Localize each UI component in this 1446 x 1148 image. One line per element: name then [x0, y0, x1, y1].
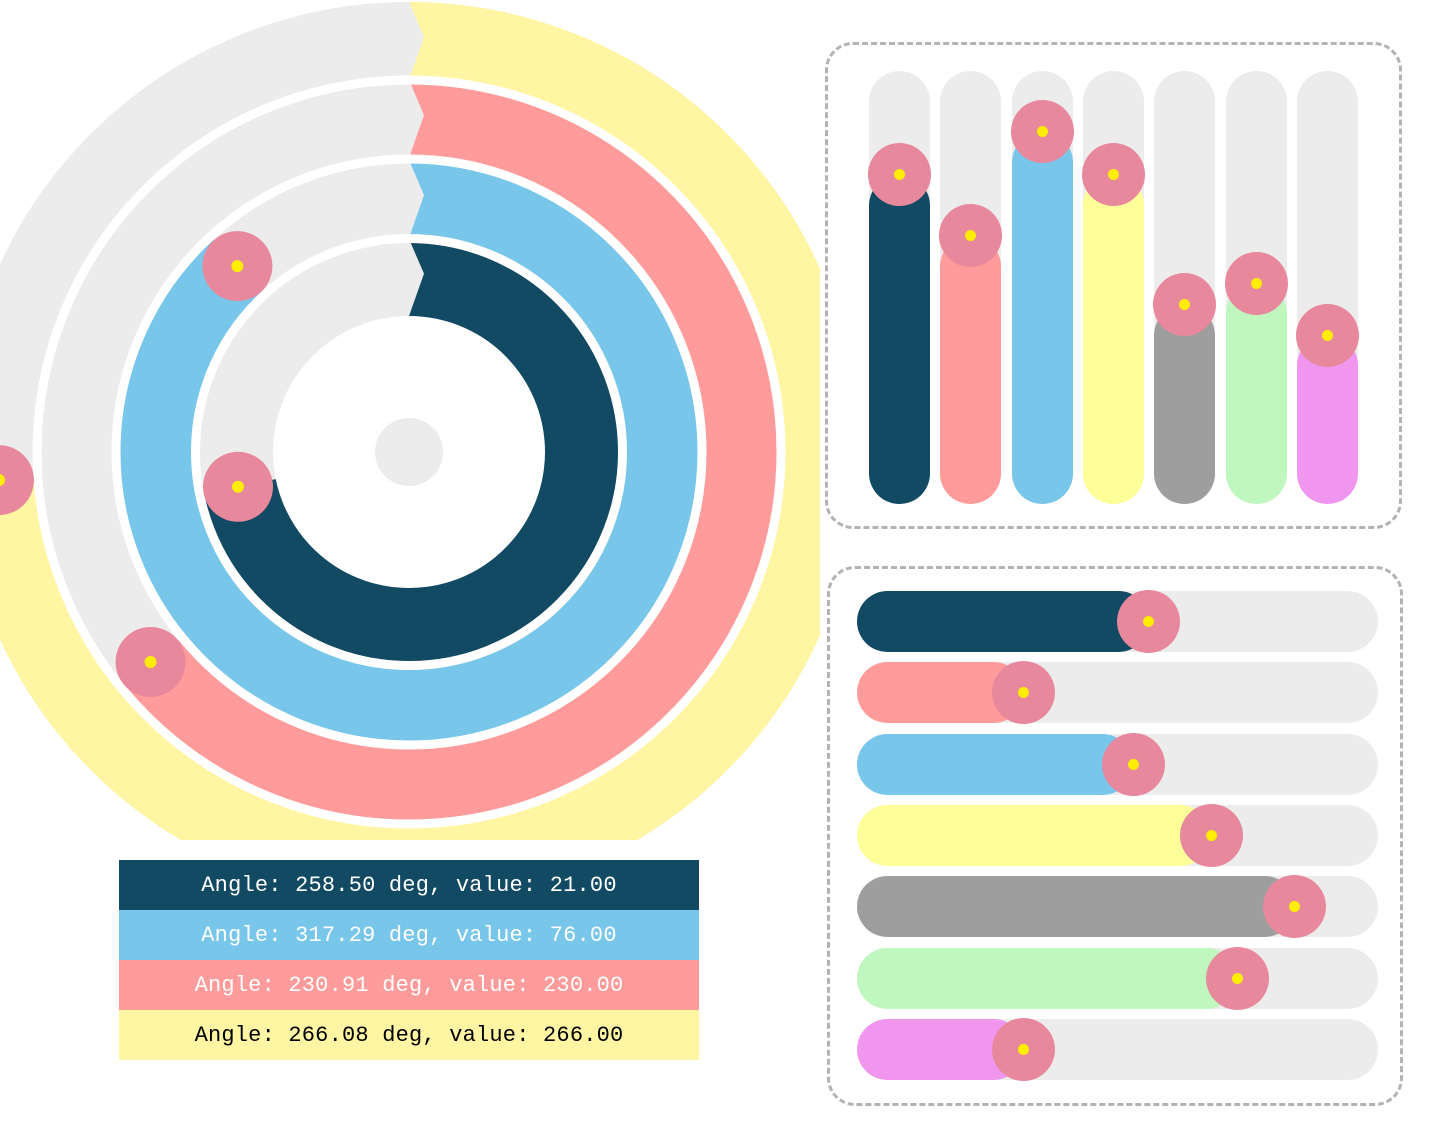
vertical-slider-7[interactable]: [1296, 71, 1359, 504]
horizontal-slider-fill: [857, 876, 1295, 938]
ring-separator: [191, 234, 627, 670]
vertical-slider-2[interactable]: [939, 71, 1002, 504]
horizontal-slider-1[interactable]: [857, 590, 1378, 653]
ring-handle-dot: [231, 260, 244, 273]
vertical-slider-fill: [940, 235, 1001, 504]
ring-separator: [32, 75, 786, 829]
center-hub-dot: [375, 418, 443, 486]
horizontal-slider-4[interactable]: [857, 803, 1378, 867]
horizontal-slider-fill: [857, 733, 1134, 795]
ring-fill: [200, 239, 623, 665]
vertical-slider-handle[interactable]: [868, 143, 931, 207]
horizontal-slider-handle[interactable]: [1205, 946, 1269, 1010]
vertical-slider-handle[interactable]: [1225, 251, 1288, 315]
horizontal-slider-fill: [857, 591, 1149, 652]
horizontal-slider-handle[interactable]: [1101, 732, 1165, 796]
vertical-slider-fill: [1226, 283, 1287, 504]
readout-salmon: Angle: 230.91 deg, value: 230.00: [119, 960, 699, 1010]
horizontal-slider-5[interactable]: [857, 875, 1378, 939]
vertical-slider-4[interactable]: [1082, 71, 1145, 504]
ring-fill: [0, 2, 820, 840]
horizontal-slider-6[interactable]: [857, 946, 1378, 1010]
horizontal-slider-3[interactable]: [857, 732, 1378, 796]
horizontal-slider-handle[interactable]: [1263, 875, 1327, 939]
vertical-slider-fill: [1154, 304, 1215, 504]
horizontal-slider-handle[interactable]: [992, 661, 1056, 725]
horizontal-slider-2[interactable]: [857, 661, 1378, 725]
ring-slider-sky-blue[interactable]: [116, 160, 702, 744]
horizontal-slider-handle[interactable]: [1117, 590, 1181, 653]
angle-readout-list: Angle: 258.50 deg, value: 21.00 Angle: 3…: [119, 860, 699, 1060]
horizontal-slider-7[interactable]: [857, 1017, 1378, 1081]
vertical-slider-handle[interactable]: [1296, 303, 1359, 367]
ring-handle-dot: [0, 474, 5, 487]
horizontal-slider-fill: [857, 804, 1212, 866]
vertical-slider-fill: [1012, 131, 1073, 504]
vertical-slider-panel: [825, 42, 1402, 529]
vertical-slider-handle[interactable]: [1082, 143, 1145, 207]
readout-light-yellow: Angle: 266.08 deg, value: 266.00: [119, 1010, 699, 1060]
vertical-slider-1[interactable]: [868, 71, 931, 504]
vertical-slider-fill: [1083, 174, 1144, 504]
ring-handle[interactable]: [0, 445, 34, 516]
horizontal-slider-handle[interactable]: [992, 1017, 1056, 1081]
horizontal-slider-handle[interactable]: [1179, 803, 1243, 867]
vertical-slider-6[interactable]: [1225, 71, 1288, 504]
ring-handle-dot: [144, 655, 157, 668]
vertical-slider-3[interactable]: [1011, 71, 1074, 504]
ring-track: [0, 2, 820, 840]
vertical-slider-fill: [869, 174, 930, 504]
ring-separator: [111, 154, 707, 750]
ring-slider-light-yellow[interactable]: [0, 2, 820, 840]
horizontal-slider-fill: [857, 947, 1238, 1009]
vertical-slider-handle[interactable]: [1011, 100, 1074, 164]
ring-handle-dot: [232, 480, 245, 493]
vertical-slider-handle[interactable]: [939, 204, 1002, 268]
horizontal-slider-panel: [827, 566, 1403, 1106]
vertical-slider-5[interactable]: [1153, 71, 1216, 504]
readout-sky-blue: Angle: 317.29 deg, value: 76.00: [119, 910, 699, 960]
vertical-slider-handle[interactable]: [1153, 273, 1216, 337]
readout-dark-navy: Angle: 258.50 deg, value: 21.00: [119, 860, 699, 910]
radial-ring-sliders: [0, 2, 820, 840]
